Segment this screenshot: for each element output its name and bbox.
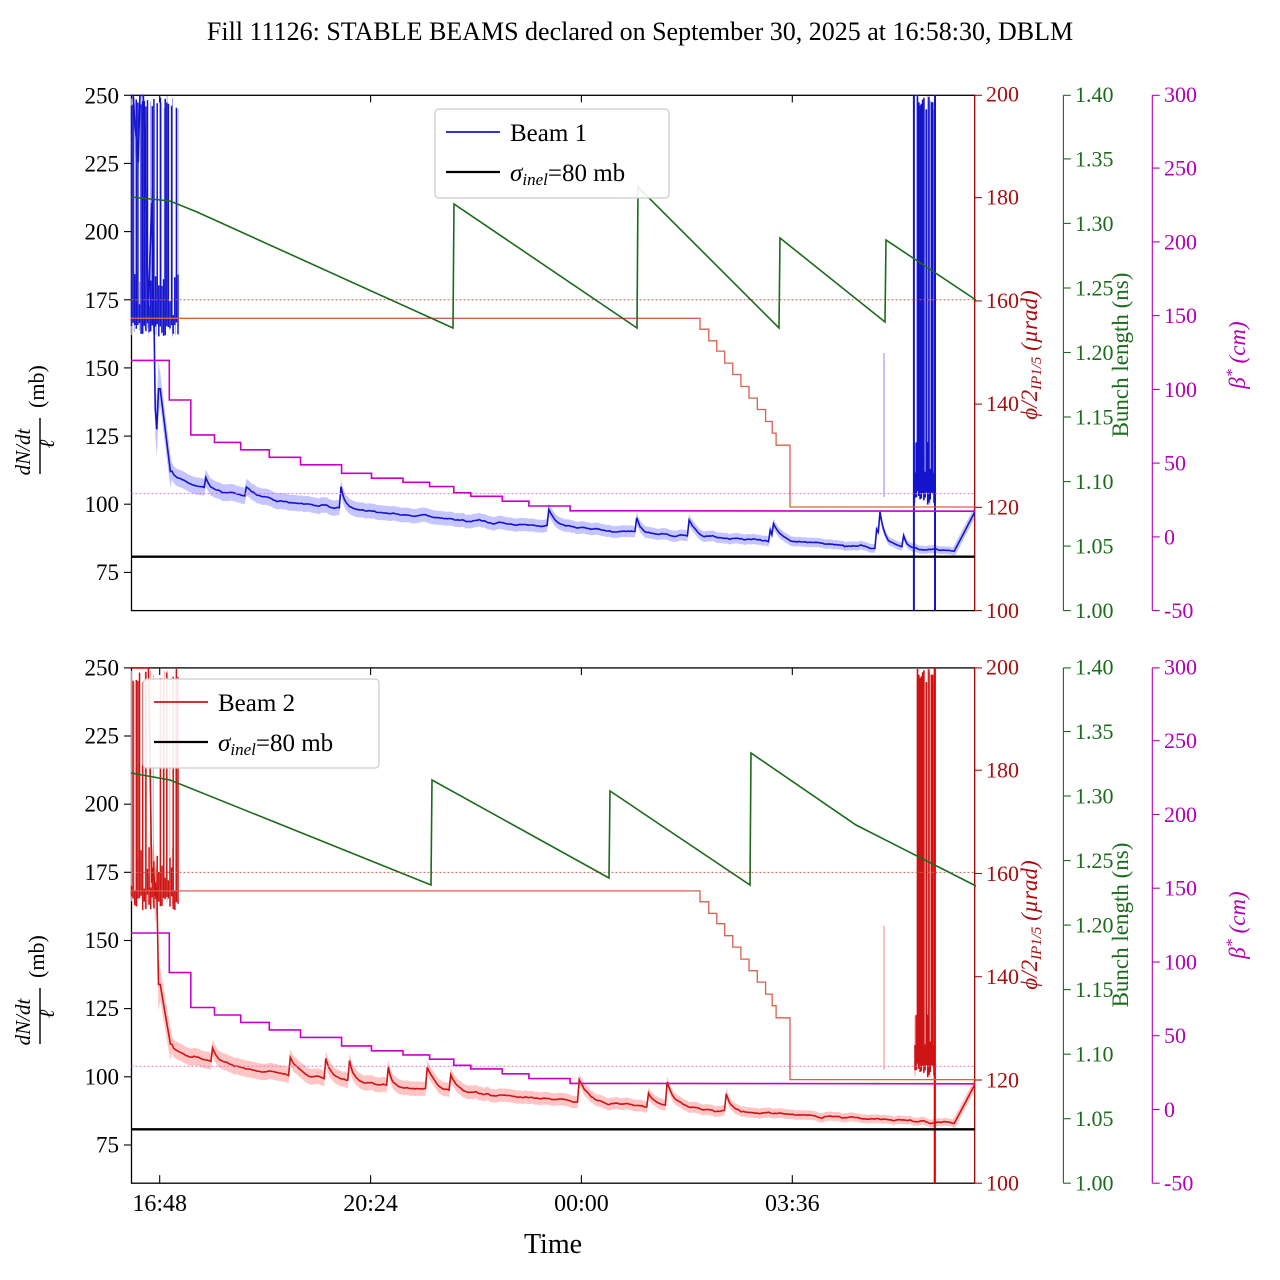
svg-text:dN/dt: dN/dt [11, 998, 35, 1046]
svg-text:125: 125 [85, 996, 120, 1021]
svg-text:20:24: 20:24 [343, 1191, 398, 1217]
svg-text:100: 100 [85, 492, 120, 517]
svg-text:1.30: 1.30 [1075, 784, 1114, 809]
svg-text:200: 200 [1164, 802, 1197, 827]
svg-text:Bunch length (ns): Bunch length (ns) [1108, 843, 1133, 1008]
svg-text:β* (cm): β* (cm) [1224, 321, 1250, 389]
svg-text:β* (cm): β* (cm) [1224, 891, 1250, 959]
svg-text:1.35: 1.35 [1075, 147, 1114, 172]
svg-text:00:00: 00:00 [554, 1191, 609, 1217]
svg-text:250: 250 [85, 84, 120, 109]
svg-text:Bunch length (ns): Bunch length (ns) [1108, 273, 1133, 438]
svg-text:100: 100 [85, 1064, 120, 1089]
svg-text:300: 300 [1164, 655, 1197, 680]
svg-text:180: 180 [986, 758, 1019, 783]
svg-text:1.00: 1.00 [1075, 1171, 1114, 1196]
svg-text:200: 200 [986, 82, 1019, 107]
svg-text:140: 140 [986, 964, 1019, 989]
svg-text:1.30: 1.30 [1075, 211, 1114, 236]
svg-text:120: 120 [986, 495, 1019, 520]
svg-text:225: 225 [85, 152, 120, 177]
svg-text:150: 150 [85, 928, 120, 953]
svg-text:0: 0 [1164, 1097, 1175, 1122]
svg-text:150: 150 [1164, 303, 1197, 328]
svg-text:250: 250 [85, 655, 120, 680]
svg-text:1.10: 1.10 [1075, 469, 1114, 494]
svg-text:200: 200 [85, 792, 120, 817]
svg-text:175: 175 [85, 860, 120, 885]
svg-text:1.05: 1.05 [1075, 1106, 1114, 1131]
svg-text:1.00: 1.00 [1075, 598, 1114, 623]
svg-text:140: 140 [986, 391, 1019, 416]
svg-text:1.05: 1.05 [1075, 534, 1114, 559]
svg-text:200: 200 [986, 655, 1019, 680]
svg-text:100: 100 [986, 1171, 1019, 1196]
svg-text:Beam 1: Beam 1 [510, 120, 587, 147]
svg-text:Beam 2: Beam 2 [218, 690, 295, 717]
svg-text:1.35: 1.35 [1075, 719, 1114, 744]
svg-text:150: 150 [1164, 876, 1197, 901]
svg-text:300: 300 [1164, 82, 1197, 107]
svg-text:200: 200 [85, 220, 120, 245]
svg-text:100: 100 [1164, 377, 1197, 402]
svg-text:100: 100 [986, 598, 1019, 623]
svg-text:180: 180 [986, 185, 1019, 210]
svg-text:(mb): (mb) [24, 935, 49, 978]
svg-text:dN/dt: dN/dt [11, 428, 35, 476]
svg-text:ℓ: ℓ [35, 1009, 59, 1018]
svg-text:250: 250 [1164, 156, 1197, 181]
svg-text:250: 250 [1164, 728, 1197, 753]
svg-text:50: 50 [1164, 1023, 1186, 1048]
svg-text:1.10: 1.10 [1075, 1042, 1114, 1067]
svg-text:75: 75 [96, 560, 119, 585]
svg-text:(mb): (mb) [24, 365, 49, 408]
svg-text:1.40: 1.40 [1075, 82, 1114, 107]
svg-text:160: 160 [986, 861, 1019, 886]
svg-text:150: 150 [85, 356, 120, 381]
svg-text:0: 0 [1164, 525, 1175, 550]
svg-text:03:36: 03:36 [765, 1191, 820, 1217]
svg-text:175: 175 [85, 288, 120, 313]
svg-text:120: 120 [986, 1068, 1019, 1093]
svg-text:16:48: 16:48 [132, 1191, 187, 1217]
svg-text:225: 225 [85, 724, 120, 749]
svg-text:Fill 11126: STABLE BEAMS decla: Fill 11126: STABLE BEAMS declared on Sep… [207, 17, 1073, 46]
svg-text:125: 125 [85, 424, 120, 449]
svg-text:ℓ: ℓ [35, 439, 59, 448]
svg-text:75: 75 [96, 1133, 119, 1158]
svg-text:ϕ/2IP1/5 (µrad): ϕ/2IP1/5 (µrad) [1017, 290, 1045, 419]
svg-text:50: 50 [1164, 451, 1186, 476]
svg-text:100: 100 [1164, 950, 1197, 975]
svg-text:ϕ/2IP1/5 (µrad): ϕ/2IP1/5 (µrad) [1017, 860, 1045, 989]
svg-text:Time: Time [524, 1229, 582, 1260]
svg-text:160: 160 [986, 288, 1019, 313]
svg-text:1.40: 1.40 [1075, 655, 1114, 680]
svg-text:-50: -50 [1164, 598, 1193, 623]
svg-text:200: 200 [1164, 230, 1197, 255]
svg-text:-50: -50 [1164, 1171, 1193, 1196]
